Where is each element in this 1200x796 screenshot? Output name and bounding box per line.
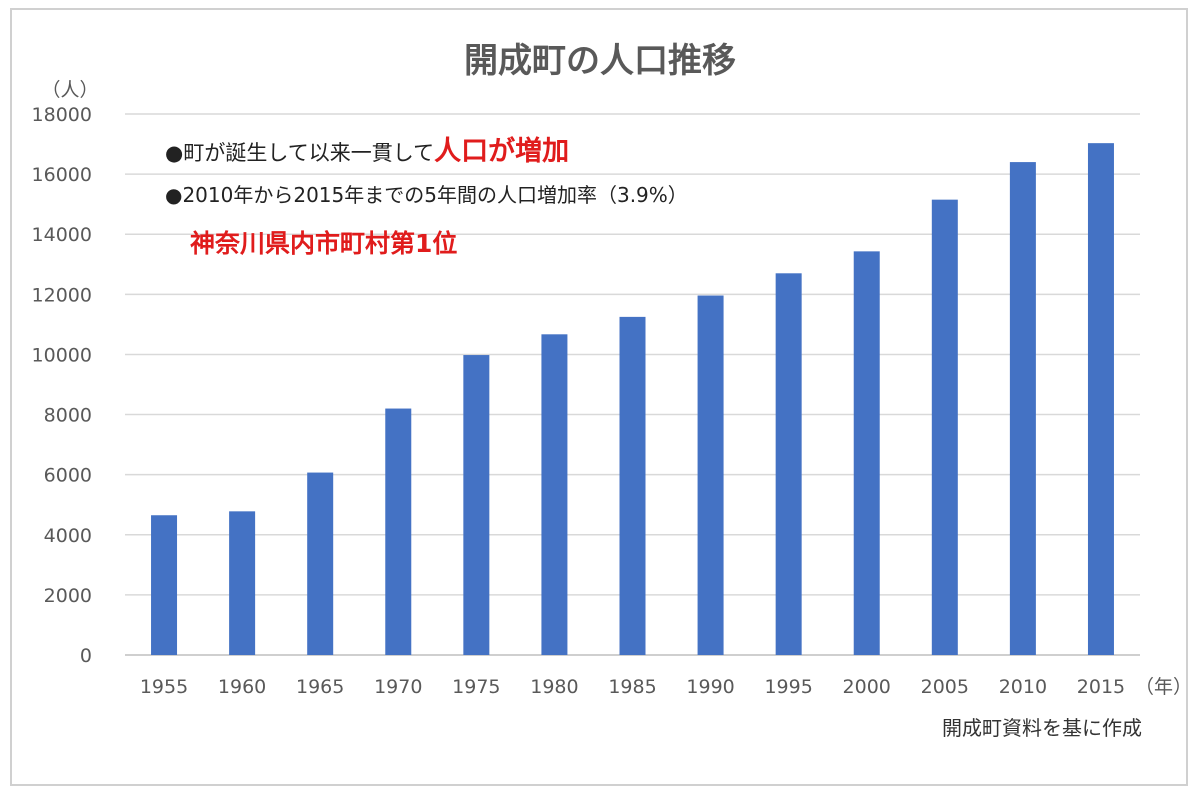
- y-tick-labels: 0 2000 4000 6000 8000 10000 12000 14000 16000 180…: [32, 104, 92, 667]
- x-tick-label-2005: 2005: [921, 676, 969, 698]
- bar-2010: [1009, 162, 1036, 656]
- x-tick-label-1980: 1980: [530, 676, 578, 698]
- y-tick-label: 10000: [32, 344, 92, 366]
- x-tick-label-1995: 1995: [764, 676, 812, 698]
- x-axis-unit-label: （年）: [1135, 676, 1192, 698]
- grid-lines: [125, 113, 1140, 656]
- chart-title: 開成町の人口推移: [464, 41, 736, 81]
- x-tick-label-1975: 1975: [452, 676, 500, 698]
- x-tick-label-2000: 2000: [843, 676, 891, 698]
- bar-1995: [775, 273, 802, 655]
- x-tick-label-1985: 1985: [608, 676, 656, 698]
- bars: [151, 143, 1114, 656]
- bar-1955: [151, 515, 178, 655]
- annotation-line-1-text: ●町が誕生して以来一貫して: [165, 141, 435, 165]
- x-tick-label-2010: 2010: [999, 676, 1047, 698]
- y-tick-label: 2000: [44, 585, 92, 607]
- chart-frame: [10, 8, 1188, 786]
- bar-1965: [307, 472, 334, 655]
- bar-1980: [541, 334, 568, 655]
- bar-1970: [385, 408, 412, 655]
- y-tick-label: 8000: [44, 405, 92, 427]
- annotation-line-2: ●2010年から2015年までの5年間の人口増加率（3.9%）: [165, 180, 688, 210]
- y-tick-label: 18000: [32, 104, 92, 126]
- y-axis-unit-label: （人）: [41, 79, 98, 101]
- source-note: 開成町資料を基に作成: [942, 716, 1142, 740]
- y-tick-label: 16000: [32, 164, 92, 186]
- bar-2005: [931, 199, 958, 656]
- annotation-line-1: ●町が誕生して以来一貫して人口が増加: [165, 136, 569, 169]
- bar-2000: [853, 251, 880, 655]
- bar-1975: [463, 355, 490, 655]
- x-tick-label-1970: 1970: [374, 676, 422, 698]
- y-tick-label: 4000: [44, 525, 92, 547]
- x-tick-label-1960: 1960: [218, 676, 266, 698]
- bar-2015: [1087, 143, 1114, 656]
- x-tick-label-1990: 1990: [686, 676, 734, 698]
- x-tick-label-1965: 1965: [296, 676, 344, 698]
- bar-1960: [229, 511, 256, 655]
- bar-1985: [619, 316, 646, 655]
- annotation-highlight-ranking: 神奈川県内市町村第1位: [190, 226, 457, 262]
- x-tick-labels: 1955 1960 1965 1970 1975 1980 1985 1990 1995 2000…: [140, 676, 1125, 698]
- annotation-line-2-text: ●2010年から2015年までの5年間の人口増加率（3.9%）: [165, 183, 688, 207]
- bar-1990: [697, 295, 724, 655]
- y-tick-label: 12000: [32, 284, 92, 306]
- y-tick-label: 6000: [44, 465, 92, 487]
- x-tick-label-2015: 2015: [1077, 676, 1125, 698]
- y-tick-label: 14000: [32, 224, 92, 246]
- annotation-highlight-population-increase: 人口が増加: [434, 136, 570, 167]
- x-tick-label-1955: 1955: [140, 676, 188, 698]
- annotation-line-3-text: 神奈川県内市町村第1位: [190, 229, 458, 258]
- y-tick-label: 0: [80, 645, 92, 667]
